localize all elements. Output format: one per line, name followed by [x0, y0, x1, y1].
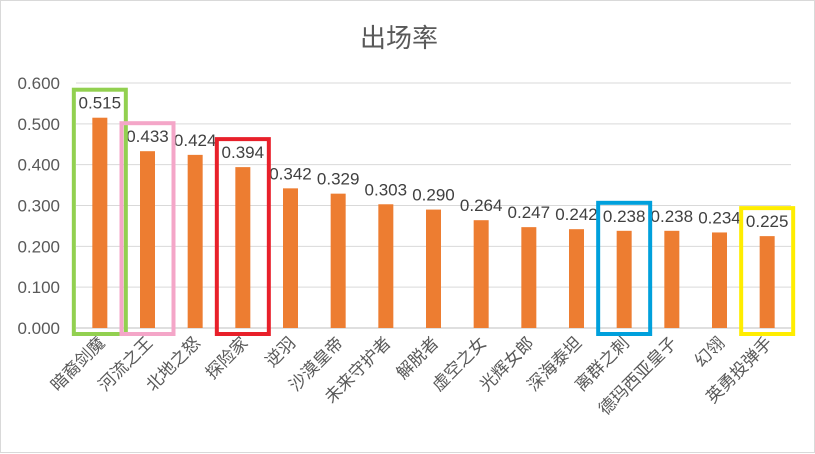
chart-title: 出场率: [360, 24, 438, 54]
bar: [521, 227, 537, 328]
y-tick-label: 0.300: [17, 197, 60, 216]
y-axis-ticks: 0.000 0.100 0.200 0.300 0.400 0.500 0.600: [17, 74, 60, 338]
data-label: 0.247: [508, 203, 551, 222]
bar: [616, 230, 632, 328]
bar: [187, 154, 203, 328]
data-label: 0.433: [126, 127, 169, 146]
data-label: 0.342: [269, 164, 312, 183]
x-tick-label: 探险家: [202, 333, 252, 383]
bar: [473, 220, 489, 328]
x-tick-label: 逆羽: [262, 333, 300, 371]
bar: [235, 167, 251, 328]
y-tick-label: 0.000: [17, 319, 60, 338]
data-label: 0.225: [746, 212, 789, 231]
data-label: 0.238: [651, 207, 694, 226]
x-tick-label: 幻翎: [691, 333, 729, 371]
y-tick-label: 0.600: [17, 74, 60, 93]
highlight-box: [739, 206, 796, 336]
bar: [92, 117, 108, 328]
bar: [378, 204, 394, 328]
highlight-boxes: [71, 87, 796, 337]
highlight-box: [214, 137, 271, 336]
y-tick-label: 0.500: [17, 115, 60, 134]
y-tick-label: 0.100: [17, 278, 60, 297]
y-tick-label: 0.400: [17, 156, 60, 175]
y-tick-label: 0.200: [17, 237, 60, 256]
bars: [92, 117, 775, 328]
data-label: 0.234: [698, 208, 741, 227]
bar: [426, 209, 441, 328]
highlight-box: [71, 87, 128, 337]
data-label: 0.515: [79, 94, 122, 113]
bar: [283, 188, 298, 328]
highlight-box: [119, 121, 176, 336]
data-label: 0.242: [555, 205, 598, 224]
bar: [330, 193, 346, 328]
data-label: 0.264: [460, 196, 503, 215]
bar: [712, 232, 727, 328]
bar: [759, 236, 775, 328]
highlight-box: [596, 200, 653, 336]
data-label: 0.290: [412, 186, 455, 205]
bar: [569, 229, 584, 328]
bar: [664, 230, 680, 328]
data-label: 0.329: [317, 170, 360, 189]
data-label: 0.238: [603, 207, 646, 226]
data-label: 0.303: [365, 180, 408, 199]
bar: [140, 151, 155, 328]
data-label: 0.424: [174, 131, 217, 150]
data-label: 0.394: [222, 143, 265, 162]
